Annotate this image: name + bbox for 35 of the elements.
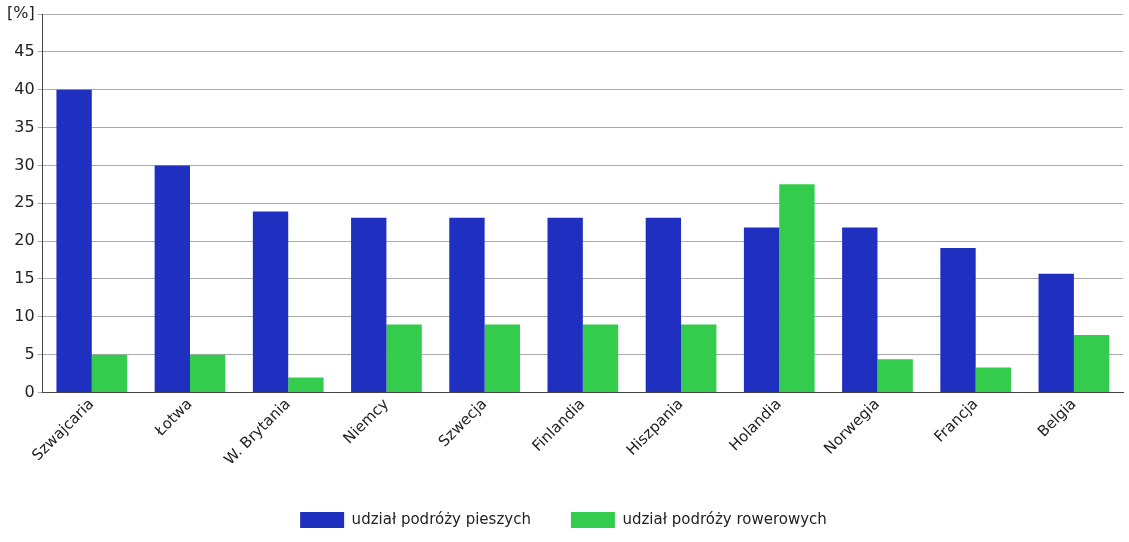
- bar: [449, 217, 485, 393]
- y-tick-label: 45: [14, 41, 35, 61]
- y-tick-label: 30: [14, 154, 35, 174]
- bar: [351, 217, 387, 393]
- bar: [154, 165, 190, 393]
- bar: [91, 354, 128, 393]
- bar: [547, 217, 583, 393]
- bar: [779, 184, 815, 393]
- y-tick-label: 5: [24, 343, 35, 363]
- y-tick-label: 10: [14, 305, 35, 325]
- y-tick-label: [%]: [7, 3, 35, 23]
- bar: [940, 247, 976, 393]
- bar: [1073, 334, 1110, 393]
- bar: [288, 377, 324, 393]
- bar: [252, 211, 289, 393]
- y-tick-label: 40: [14, 78, 35, 98]
- legend-label: udział podróży rowerowych: [622, 509, 827, 528]
- y-tick-label: 15: [14, 268, 35, 288]
- y-tick-label: 25: [14, 192, 35, 212]
- y-tick-label: 20: [14, 230, 35, 250]
- bar: [842, 227, 878, 393]
- bar: [645, 217, 682, 393]
- y-tick-label: 35: [14, 116, 35, 136]
- bar: [975, 367, 1012, 393]
- bar: [681, 324, 717, 393]
- bar: [743, 227, 780, 393]
- bar: [582, 324, 619, 393]
- bar: [56, 89, 92, 393]
- bar: [1038, 273, 1074, 393]
- bar: [484, 324, 520, 393]
- legend-label: udział podróży pieszych: [351, 509, 531, 528]
- y-tick-label: 0: [24, 381, 35, 401]
- bar: [877, 359, 913, 393]
- bar: [386, 324, 422, 393]
- bar: [190, 354, 226, 393]
